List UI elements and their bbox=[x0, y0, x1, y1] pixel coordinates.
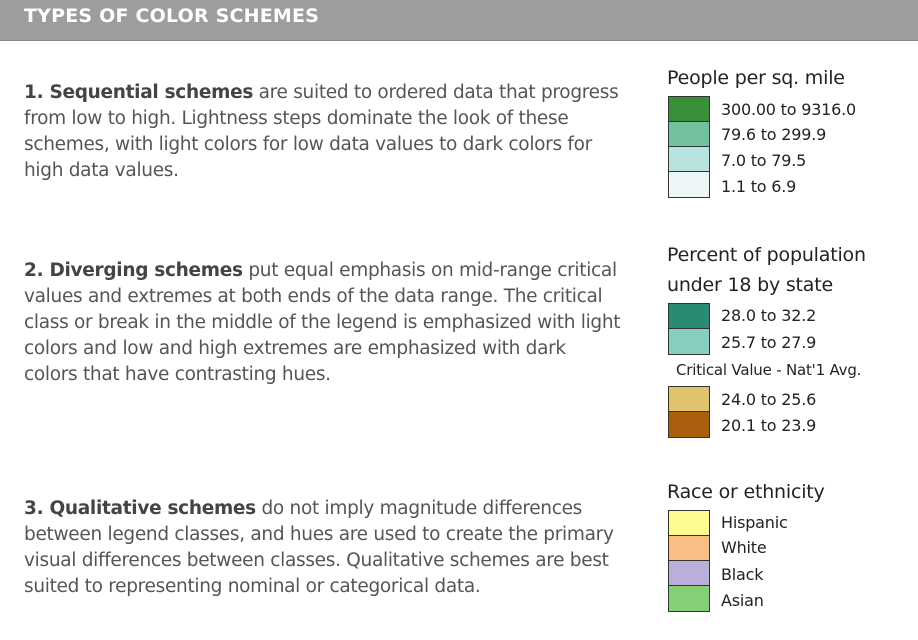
legend-swatch bbox=[669, 329, 709, 354]
page-title: TYPES OF COLOR SCHEMES bbox=[24, 5, 320, 27]
legend-label: Asian bbox=[721, 591, 764, 610]
diverging-legend-low bbox=[668, 386, 710, 438]
legend-swatch bbox=[669, 586, 709, 611]
diverging-legend-high bbox=[668, 303, 710, 355]
diverging-legend-title-line2: under 18 by state bbox=[667, 274, 833, 296]
legend-label: 25.7 to 27.9 bbox=[721, 333, 817, 352]
legend-label: 300.00 to 9316.0 bbox=[721, 100, 857, 119]
legend-swatch bbox=[669, 412, 709, 437]
legend-label: 24.0 to 25.6 bbox=[721, 390, 817, 409]
qualitative-heading: 3. Qualitative schemes bbox=[24, 498, 256, 519]
qualitative-legend bbox=[668, 510, 710, 612]
legend-label: 1.1 to 6.9 bbox=[721, 177, 797, 196]
sequential-description: 1. Sequential schemes are suited to orde… bbox=[24, 80, 624, 184]
legend-swatch bbox=[669, 511, 709, 536]
diverging-description: 2. Diverging schemes put equal emphasis … bbox=[24, 258, 624, 388]
legend-swatch bbox=[669, 147, 709, 172]
sequential-heading: 1. Sequential schemes bbox=[24, 82, 254, 103]
legend-swatch bbox=[669, 387, 709, 412]
legend-swatch bbox=[669, 172, 709, 197]
legend-swatch bbox=[669, 122, 709, 147]
sequential-text: are suited to ordered data that progress… bbox=[24, 82, 619, 181]
legend-label: Black bbox=[721, 565, 764, 584]
legend-swatch bbox=[669, 561, 709, 586]
legend-label: 28.0 to 32.2 bbox=[721, 306, 817, 325]
legend-label: 20.1 to 23.9 bbox=[721, 416, 817, 435]
diverging-heading: 2. Diverging schemes bbox=[24, 260, 243, 281]
diverging-legend-title-line1: Percent of population bbox=[667, 244, 866, 266]
legend-label: Hispanic bbox=[721, 513, 788, 532]
legend-label: White bbox=[721, 538, 767, 557]
legend-label: 7.0 to 79.5 bbox=[721, 151, 807, 170]
legend-swatch bbox=[669, 97, 709, 122]
sequential-legend bbox=[668, 96, 710, 198]
legend-swatch bbox=[669, 304, 709, 329]
legend-label: 79.6 to 299.9 bbox=[721, 125, 827, 144]
qualitative-text: do not imply magnitude differences betwe… bbox=[24, 498, 614, 597]
legend-swatch bbox=[669, 536, 709, 561]
critical-value-label: Critical Value - Nat'1 Avg. bbox=[676, 361, 862, 379]
qualitative-legend-title: Race or ethnicity bbox=[667, 481, 825, 503]
sequential-legend-title: People per sq. mile bbox=[667, 67, 845, 89]
diverging-text: put equal emphasis on mid-range critical… bbox=[24, 260, 621, 385]
header-bar: TYPES OF COLOR SCHEMES bbox=[0, 0, 918, 41]
qualitative-description: 3. Qualitative schemes do not imply magn… bbox=[24, 496, 624, 600]
